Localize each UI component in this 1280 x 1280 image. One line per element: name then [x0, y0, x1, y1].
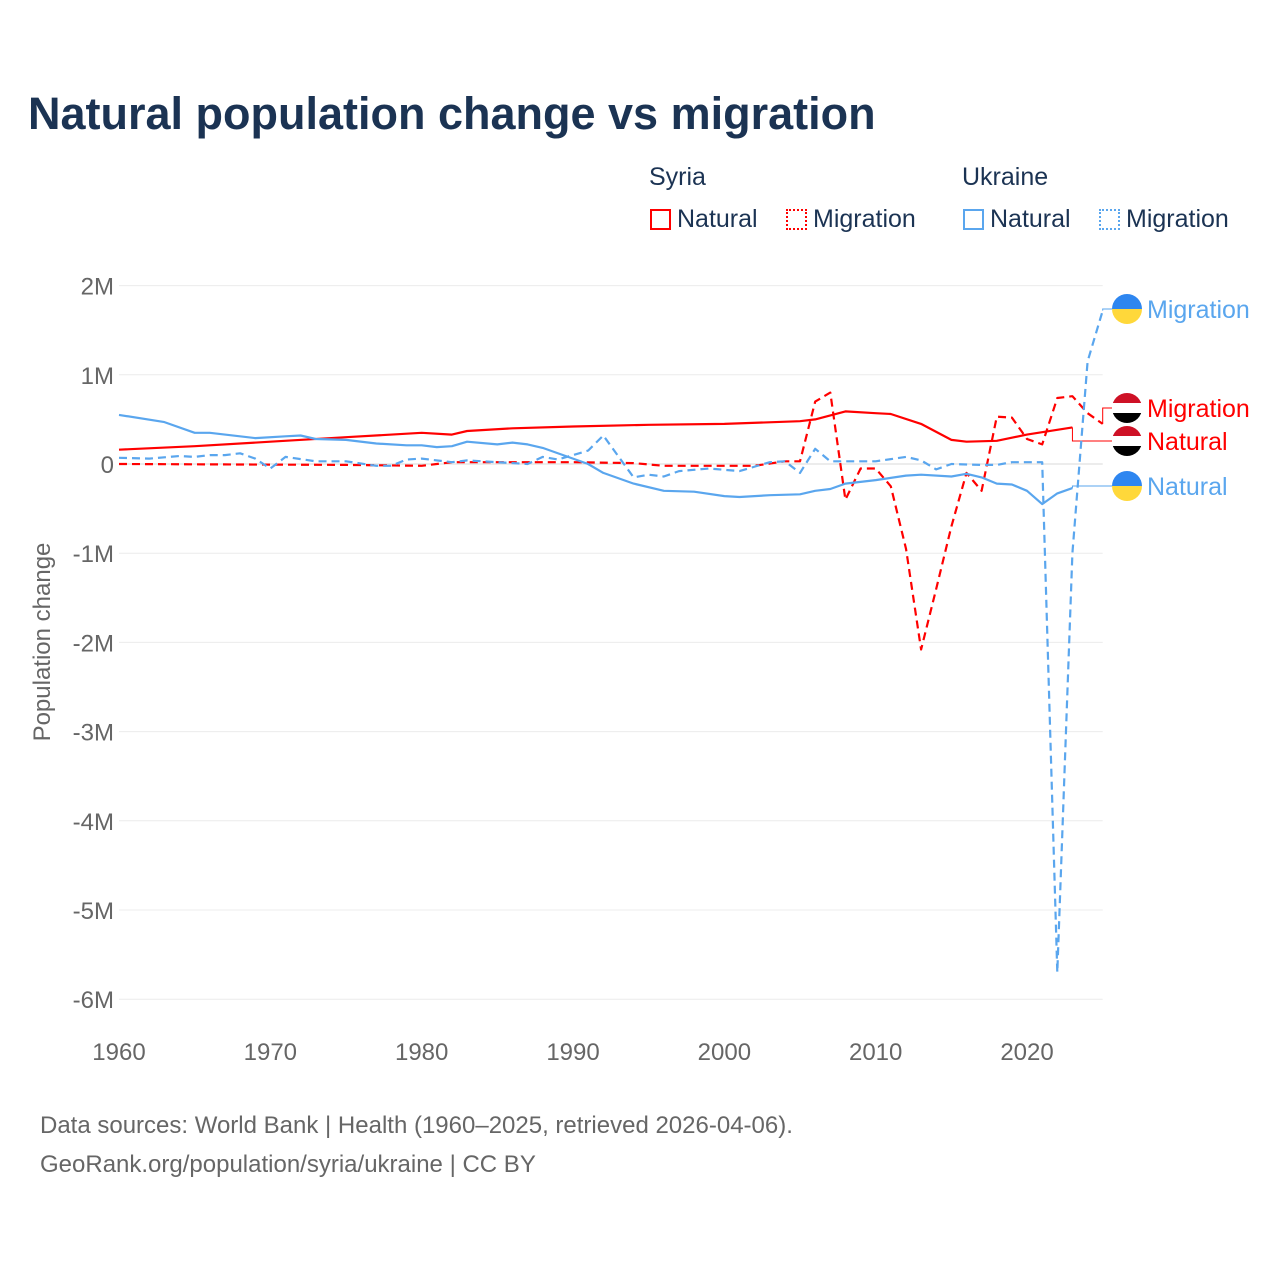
syria-flag-icon: [1112, 393, 1142, 423]
label-connector: [1102, 407, 1112, 424]
x-tick-label: 1980: [395, 1039, 448, 1066]
x-tick-label: 1990: [546, 1039, 599, 1066]
legend-ukraine-migration[interactable]: Migration: [1099, 205, 1229, 234]
series-line-syria-migration: [118, 391, 1104, 651]
y-tick-label: 1M: [81, 363, 114, 390]
legend-group-syria: Syria: [649, 163, 706, 191]
label-connector: [1071, 427, 1112, 442]
legend-swatch: [786, 209, 807, 230]
x-tick-label: 2020: [1000, 1039, 1053, 1066]
syria-flag-icon: [1112, 426, 1142, 456]
label-connector: [1102, 308, 1112, 311]
legend-swatch: [650, 209, 671, 230]
end-label: Natural: [1147, 428, 1228, 456]
ukraine-flag-icon: [1112, 294, 1142, 324]
x-tick-label: 1970: [244, 1039, 297, 1066]
legend-syria-natural[interactable]: Natural: [650, 205, 758, 234]
legend-syria-migration[interactable]: Migration: [786, 205, 916, 234]
series-line-ukraine-migration: [118, 310, 1104, 974]
y-tick-label: -1M: [73, 541, 114, 568]
legend-label: Natural: [677, 205, 758, 233]
y-tick-label: 0: [101, 452, 114, 479]
legend-label: Migration: [813, 205, 916, 233]
x-tick-label: 2000: [698, 1039, 751, 1066]
y-tick-label: 2M: [81, 274, 114, 301]
source-note: Data sources: World Bank | Health (1960–…: [40, 1112, 793, 1139]
x-tick-label: 2010: [849, 1039, 902, 1066]
footer: Data sources: World Bank | Health (1960–…: [40, 1106, 793, 1184]
ukraine-flag-icon: [1112, 471, 1142, 501]
y-tick-label: -4M: [73, 809, 114, 836]
legend-group-ukraine: Ukraine: [962, 163, 1049, 191]
label-connector: [1071, 485, 1112, 489]
end-label: Migration: [1147, 395, 1250, 423]
legend-swatch: [1099, 209, 1120, 230]
y-tick-label: -6M: [73, 987, 114, 1014]
x-tick-label: 1960: [92, 1039, 145, 1066]
legend-swatch: [963, 209, 984, 230]
attribution: GeoRank.org/population/syria/ukraine | C…: [40, 1151, 536, 1178]
series-line-syria-natural: [118, 410, 1073, 451]
series-line-ukraine-natural: [118, 413, 1073, 506]
chart-title: Natural population change vs migration: [28, 88, 876, 139]
end-label: Natural: [1147, 473, 1228, 501]
y-axis-label: Population change: [29, 543, 56, 742]
legend-label: Natural: [990, 205, 1071, 233]
end-label: Migration: [1147, 296, 1250, 324]
y-tick-label: -3M: [73, 720, 114, 747]
legend-ukraine-natural[interactable]: Natural: [963, 205, 1071, 234]
y-tick-label: -5M: [73, 898, 114, 925]
y-tick-label: -2M: [73, 630, 114, 657]
legend-label: Migration: [1126, 205, 1229, 233]
